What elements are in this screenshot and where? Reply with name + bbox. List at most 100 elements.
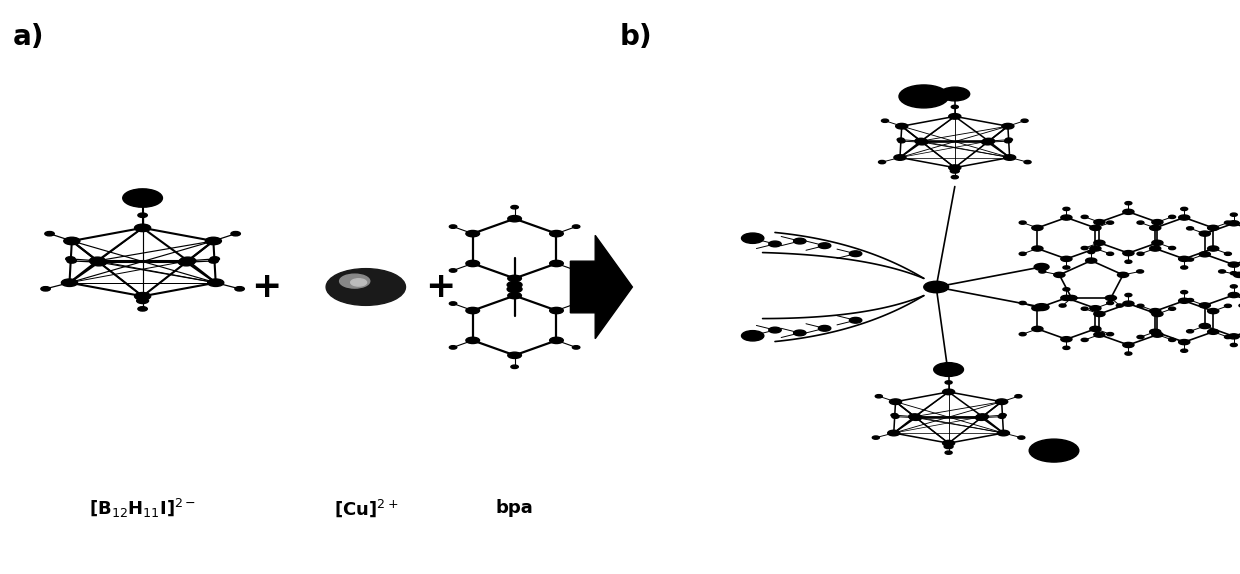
Circle shape [1123,250,1133,256]
Circle shape [951,176,959,179]
Circle shape [1019,252,1027,255]
Circle shape [1168,215,1176,219]
Circle shape [915,138,928,144]
Circle shape [1090,225,1101,230]
Circle shape [944,444,954,449]
Circle shape [573,225,580,228]
Circle shape [573,269,580,272]
Circle shape [449,302,456,305]
Circle shape [996,399,1008,405]
Circle shape [1018,436,1025,439]
Circle shape [549,230,563,236]
Circle shape [231,231,241,236]
Circle shape [1039,270,1045,273]
Circle shape [573,302,580,305]
Circle shape [1063,207,1070,211]
Text: bpa: bpa [496,499,533,517]
Circle shape [1024,161,1032,164]
Circle shape [1090,326,1101,332]
Circle shape [1081,246,1089,250]
Circle shape [549,337,563,343]
Circle shape [549,308,563,313]
Circle shape [1199,323,1210,328]
Circle shape [1063,266,1070,269]
Circle shape [899,85,949,108]
Circle shape [945,451,952,454]
Circle shape [508,276,522,281]
Circle shape [942,440,955,446]
Circle shape [794,330,806,336]
Circle shape [1168,338,1176,342]
Circle shape [1029,439,1079,462]
Circle shape [1137,270,1143,273]
Circle shape [910,415,921,420]
Circle shape [1123,301,1133,307]
Circle shape [1116,304,1123,307]
Circle shape [1228,220,1240,226]
Circle shape [138,213,148,218]
Circle shape [872,436,879,439]
Circle shape [1106,301,1114,305]
Text: +: + [425,270,455,304]
Circle shape [340,274,370,288]
Circle shape [466,308,480,313]
Circle shape [1125,293,1132,297]
Circle shape [207,279,223,286]
Circle shape [1152,311,1163,317]
Circle shape [1187,329,1194,333]
Circle shape [934,363,963,377]
Circle shape [1152,240,1163,246]
Circle shape [769,241,781,247]
Circle shape [508,293,522,298]
Circle shape [794,238,806,244]
Circle shape [909,414,921,420]
Circle shape [849,317,862,323]
Circle shape [123,189,162,207]
Circle shape [1117,272,1128,277]
Circle shape [573,346,580,349]
Circle shape [1032,305,1043,311]
Circle shape [63,237,79,245]
Circle shape [976,415,987,420]
Circle shape [1019,332,1027,336]
Circle shape [449,225,456,228]
Circle shape [940,87,970,101]
Circle shape [1021,119,1028,122]
Circle shape [1125,352,1132,355]
Text: [B$_{12}$H$_{11}$I]$^{2-}$: [B$_{12}$H$_{11}$I]$^{2-}$ [89,497,196,519]
Circle shape [1034,263,1049,270]
Circle shape [67,259,77,263]
Circle shape [1002,123,1014,129]
Circle shape [1003,155,1016,160]
Circle shape [898,138,904,141]
Circle shape [1006,138,1012,141]
Circle shape [945,381,952,384]
Circle shape [1199,251,1210,257]
Circle shape [136,298,149,304]
Circle shape [895,123,908,129]
Circle shape [949,114,961,119]
Circle shape [1066,296,1078,301]
Circle shape [91,258,107,266]
Circle shape [1228,333,1240,339]
Circle shape [1230,272,1238,275]
Circle shape [878,161,885,164]
Circle shape [1149,309,1161,313]
Circle shape [206,237,222,245]
Circle shape [1137,304,1145,308]
Circle shape [892,413,898,417]
Circle shape [1230,213,1238,216]
Circle shape [179,258,195,266]
Circle shape [134,224,151,231]
Circle shape [1219,270,1225,273]
Circle shape [1180,266,1188,269]
Circle shape [1180,290,1188,294]
Circle shape [1081,307,1089,311]
Circle shape [41,286,51,291]
Circle shape [1149,225,1161,230]
Circle shape [976,414,988,420]
Circle shape [507,281,522,288]
Circle shape [1234,272,1240,277]
Circle shape [1106,221,1114,224]
Circle shape [1061,215,1071,220]
